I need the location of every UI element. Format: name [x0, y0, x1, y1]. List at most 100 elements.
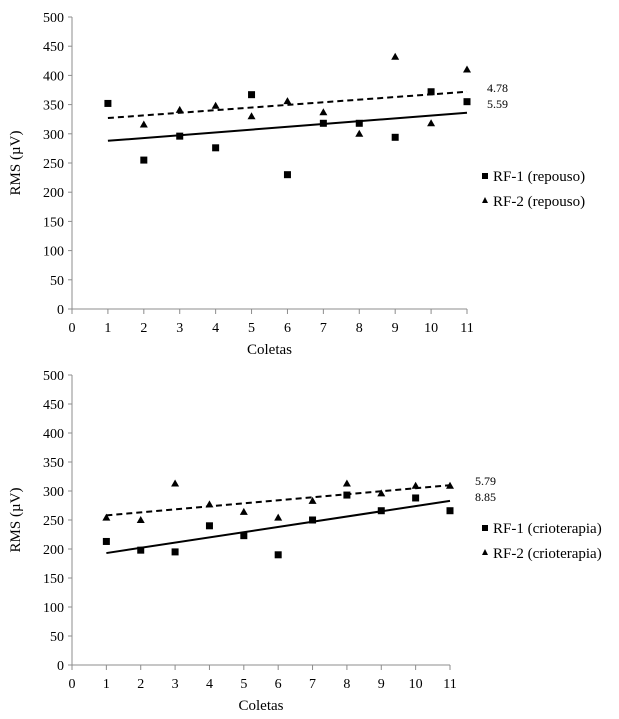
y-tick-label: 150: [43, 215, 64, 230]
legend-marker-square: [482, 173, 488, 179]
trendline-solid: [107, 111, 468, 142]
y-tick-label: 150: [43, 572, 64, 587]
y-tick-label: 450: [43, 398, 64, 413]
x-tick-label: 4: [206, 677, 213, 692]
y-tick-label: 200: [43, 543, 64, 558]
data-point-square: [319, 119, 327, 127]
trendline-solid: [106, 499, 451, 555]
x-axis-title: Coletas: [247, 342, 292, 358]
legend-label: RF-1 (crioterapia): [493, 521, 602, 537]
data-point-triangle: [283, 97, 292, 105]
y-tick-label: 250: [43, 157, 64, 172]
y-tick-label: 400: [43, 69, 64, 84]
x-tick-label: 4: [212, 321, 219, 336]
y-axis-title: RMS (µV): [8, 488, 24, 553]
data-point-triangle: [175, 105, 184, 113]
data-point-square: [104, 99, 112, 107]
y-tick-label: 300: [43, 128, 64, 143]
y-tick-label: 250: [43, 514, 64, 529]
data-point-triangle: [446, 481, 454, 489]
x-tick-label: 1: [103, 677, 110, 692]
x-tick-label: 8: [343, 677, 350, 692]
x-tick-label: 9: [392, 321, 399, 336]
x-tick-label: 0: [69, 321, 76, 336]
y-tick-label: 500: [43, 11, 64, 26]
y-tick-label: 50: [50, 630, 64, 645]
x-tick-label: 8: [356, 321, 363, 336]
data-point-square: [212, 144, 220, 152]
data-point-square: [240, 532, 248, 540]
legend-label: RF-2 (repouso): [493, 194, 585, 210]
data-point-square: [309, 516, 317, 524]
trendline-label: 5.79: [475, 474, 496, 488]
data-point-square: [412, 494, 420, 502]
data-point-triangle: [274, 513, 283, 521]
data-point-triangle: [319, 108, 328, 116]
data-point-square: [274, 551, 282, 559]
trendline-label: 5.59: [487, 97, 508, 111]
y-tick-label: 100: [43, 245, 64, 260]
y-tick-label: 350: [43, 99, 64, 114]
x-tick-label: 3: [176, 321, 183, 336]
x-tick-label: 11: [460, 321, 473, 336]
data-point-triangle: [239, 507, 248, 515]
chart-panel-1: 0 50 100 150 200 250 300 350 400 450 500 0 1 2 3 4 5 6 7 8 9…: [8, 11, 585, 358]
y-tick-label: 100: [43, 601, 64, 616]
data-point-triangle: [308, 496, 317, 504]
x-tick-label: 9: [378, 677, 385, 692]
data-point-square: [463, 98, 471, 106]
y-tick-label: 350: [43, 456, 64, 471]
y-tick-label: 500: [43, 369, 64, 384]
data-point-triangle: [136, 516, 145, 523]
trendline-label: 4.78: [487, 81, 508, 95]
data-point-triangle: [355, 129, 364, 137]
data-point-triangle: [139, 120, 148, 128]
y-tick-label: 0: [57, 303, 64, 318]
x-axis-title: Coletas: [239, 698, 284, 714]
data-point-triangle: [463, 65, 471, 73]
y-tick-label: 50: [50, 274, 64, 289]
chart-panel-2: 0 50 100 150 200 250 300 350 400 450 500 0 1 2 3 4 5 6 7 8 9…: [8, 369, 602, 714]
x-tick-label: 5: [248, 321, 255, 336]
data-point-square: [283, 171, 291, 179]
data-point-square: [343, 491, 351, 499]
y-axis-title: RMS (µV): [8, 131, 24, 196]
x-tick-label: 7: [320, 321, 327, 336]
y-tick-label: 200: [43, 186, 64, 201]
data-point-square: [248, 91, 256, 99]
x-tick-label: 6: [284, 321, 291, 336]
data-point-square: [140, 156, 148, 164]
x-tick-label: 11: [443, 677, 456, 692]
trendline-label: 8.85: [475, 490, 496, 504]
x-tick-label: 6: [275, 677, 282, 692]
x-tick-label: 0: [69, 677, 76, 692]
trendline-dashed: [106, 484, 451, 517]
data-point-square: [176, 132, 184, 140]
x-tick-label: 2: [137, 677, 144, 692]
data-point-square: [355, 119, 363, 127]
y-tick-label: 450: [43, 40, 64, 55]
legend-marker-triangle: [482, 197, 488, 203]
x-tick-label: 7: [309, 677, 316, 692]
x-tick-label: 1: [104, 321, 111, 336]
trendline-dashed: [107, 90, 468, 120]
x-tick-label: 3: [172, 677, 179, 692]
legend-label: RF-2 (crioterapia): [493, 546, 602, 562]
data-point-square: [205, 522, 213, 530]
x-tick-label: 10: [424, 321, 438, 336]
data-point-triangle: [205, 500, 214, 508]
data-point-triangle: [211, 101, 220, 109]
data-point-triangle: [342, 479, 351, 487]
data-point-triangle: [247, 112, 256, 120]
data-point-triangle: [102, 513, 111, 521]
data-point-triangle: [391, 52, 400, 60]
data-point-square: [171, 548, 179, 556]
data-point-square: [446, 507, 454, 515]
legend-marker-square: [482, 525, 488, 531]
data-point-triangle: [411, 481, 420, 489]
data-point-triangle: [377, 489, 386, 497]
x-tick-label: 5: [240, 677, 247, 692]
data-point-triangle: [171, 479, 180, 487]
y-tick-label: 400: [43, 427, 64, 442]
data-point-triangle: [427, 119, 436, 127]
